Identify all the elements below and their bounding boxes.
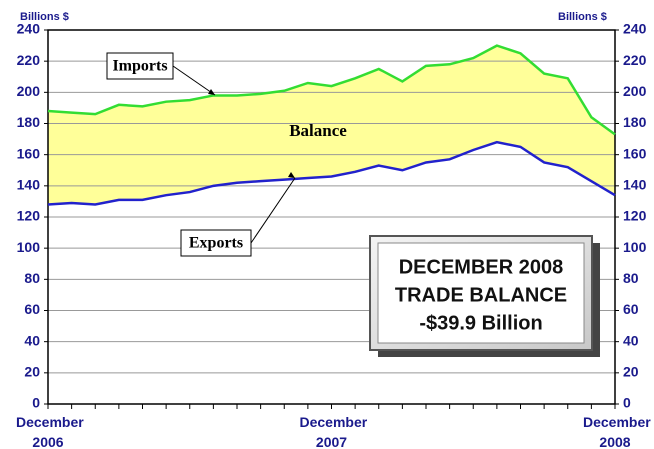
series-label: Exports	[189, 235, 243, 252]
series-line	[47, 44, 616, 136]
y2-tick-label: 120	[623, 208, 647, 224]
callout-text: TRADE BALANCE	[395, 284, 567, 306]
series-label: Imports	[112, 58, 167, 75]
callout-text: -$39.9 Billion	[419, 312, 542, 334]
y2-tick-label: 220	[623, 52, 647, 68]
y2-tick-label: 40	[623, 332, 639, 348]
callout-text: DECEMBER 2008	[399, 256, 564, 278]
y-tick-label: 240	[17, 21, 41, 37]
y-tick-label: 160	[17, 145, 41, 161]
y-tick-label: 120	[17, 208, 41, 224]
arrow-head	[208, 89, 215, 95]
y-tick-label: 40	[24, 332, 40, 348]
x-tick-label: December 2006	[16, 414, 84, 449]
y2-tick-label: 0	[623, 395, 631, 411]
balance-label: Balance	[289, 121, 347, 140]
label-box	[180, 229, 252, 257]
arrow	[172, 65, 216, 96]
y-tick-label: 80	[24, 270, 40, 286]
y-tick-label: 20	[24, 364, 40, 380]
series-line	[47, 140, 616, 206]
y2-tick-label: 80	[623, 270, 639, 286]
y2-axis-label: Billions $	[558, 11, 607, 23]
y-tick-label: 60	[24, 301, 40, 317]
x-tick-label: December 2007	[299, 414, 368, 449]
x-tick-label-box: December 2006	[16, 414, 84, 449]
y2-tick-label: 200	[623, 83, 647, 99]
y-tick-label: 220	[17, 52, 41, 68]
y2-tick-label: 140	[623, 177, 647, 193]
y2-tick-label: 180	[623, 114, 647, 130]
callout-inner	[377, 242, 585, 344]
y-axis-label: Billions $	[20, 11, 69, 23]
y2-tick-label: 60	[623, 301, 639, 317]
y-tick-label: 200	[17, 83, 41, 99]
x-tick-label-box: December 2008	[583, 414, 651, 449]
y-tick-label: 180	[17, 114, 41, 130]
arrow	[250, 177, 296, 244]
x-tick-label-box: December 2007	[299, 414, 368, 449]
x-tick-label: December 2008	[583, 414, 651, 449]
y-tick-label: 0	[32, 395, 40, 411]
y2-tick-label: 20	[623, 364, 639, 380]
balance-area	[48, 45, 615, 205]
arrow-head	[288, 172, 295, 178]
y2-tick-label: 100	[623, 239, 647, 255]
y2-tick-label: 160	[623, 145, 647, 161]
label-box	[106, 52, 174, 80]
y2-tick-label: 240	[623, 21, 647, 37]
y-tick-label: 140	[17, 177, 41, 193]
y-tick-label: 100	[17, 239, 41, 255]
